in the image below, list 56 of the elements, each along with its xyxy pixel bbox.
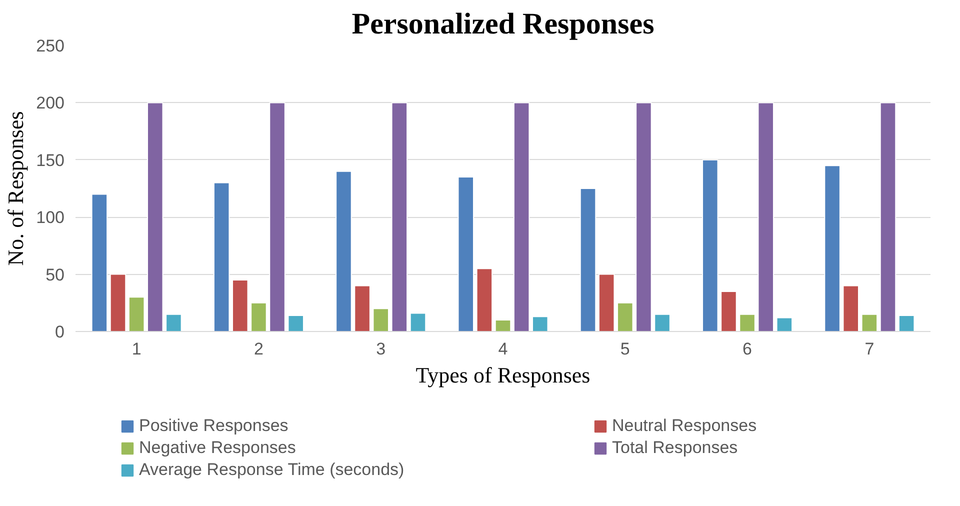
x-tick-label: 2 — [254, 340, 264, 358]
bar — [580, 188, 596, 332]
bar — [336, 170, 352, 332]
bar — [372, 308, 389, 332]
bar — [494, 320, 512, 332]
bar — [232, 280, 248, 332]
bar — [166, 314, 182, 332]
bar — [720, 290, 737, 332]
y-tick-label: 150 — [36, 150, 65, 170]
legend-label: Total Responses — [612, 438, 739, 458]
bar — [898, 314, 915, 332]
legend-label: Positive Responses — [139, 416, 290, 436]
y-tick-label: 0 — [55, 322, 65, 342]
x-tick-label: 1 — [132, 340, 142, 358]
y-axis-title: No. of Responses — [3, 111, 28, 266]
x-tick-label: 4 — [498, 340, 508, 358]
y-tick-label: 50 — [46, 265, 65, 284]
bar — [532, 316, 548, 332]
bar — [513, 102, 530, 332]
y-tick-label: 100 — [36, 208, 65, 228]
x-axis-title: Types of Responses — [416, 362, 590, 388]
bar — [250, 302, 267, 332]
bar — [147, 102, 164, 332]
legend-label: Negative Responses — [139, 438, 297, 458]
legend-label: Neutral Responses — [612, 416, 758, 436]
bar — [842, 285, 859, 332]
bar — [598, 274, 615, 332]
bar — [861, 314, 878, 332]
bar — [702, 159, 718, 332]
bar — [776, 317, 793, 332]
legend-label: Average Response Time (seconds) — [139, 460, 406, 480]
y-tick-label: 200 — [36, 94, 65, 113]
bar — [110, 274, 126, 332]
bar — [458, 176, 474, 332]
y-tick-label: 250 — [36, 36, 65, 56]
bar — [617, 302, 634, 332]
bar — [391, 102, 408, 332]
bar — [91, 194, 108, 332]
bar — [880, 102, 896, 332]
x-tick-label: 7 — [864, 340, 874, 358]
x-tick-label: 6 — [742, 340, 752, 358]
bar — [288, 314, 304, 332]
x-tick-label: 3 — [376, 340, 386, 358]
bar — [213, 182, 230, 332]
bar — [758, 102, 774, 332]
bar — [354, 285, 370, 332]
bar — [654, 314, 670, 332]
chart-title: Personalized Responses — [352, 8, 654, 40]
bar — [739, 314, 756, 332]
bar — [824, 165, 840, 332]
bar — [410, 312, 426, 332]
x-tick-label: 5 — [620, 340, 630, 358]
bar — [476, 268, 493, 332]
bar — [636, 102, 652, 332]
bar — [269, 102, 286, 332]
bar — [128, 296, 145, 332]
